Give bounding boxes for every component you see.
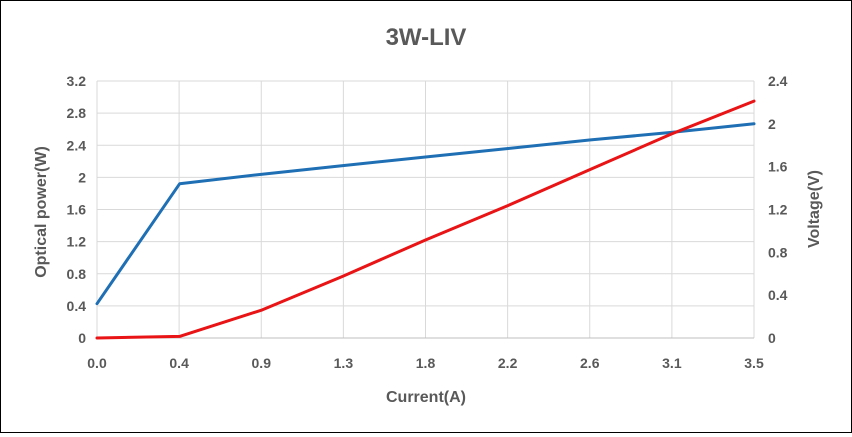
y-tick-label: 1.2 <box>67 234 87 250</box>
y-tick-label: 0.8 <box>67 266 87 282</box>
x-tick-label: 2.2 <box>498 355 518 371</box>
chart-title: 3W-LIV <box>386 24 467 51</box>
y-axis-title: Optical power(W) <box>33 146 50 278</box>
x-tick-label: 0.4 <box>169 355 189 371</box>
y-tick-label: 0 <box>78 330 86 346</box>
y2-tick-label: 2.4 <box>768 73 788 89</box>
x-axis-tick-labels: 0.0 0.4 0.9 1.3 1.8 2.2 2.6 3.1 3.5 <box>87 355 764 371</box>
gridlines <box>96 80 755 339</box>
x-tick-label: 1.3 <box>334 355 354 371</box>
x-tick-label: 3.5 <box>744 355 764 371</box>
y-tick-label: 2.4 <box>67 137 87 153</box>
y2-tick-label: 1.2 <box>768 202 788 218</box>
x-tick-label: 2.6 <box>580 355 600 371</box>
y2-tick-label: 0.4 <box>768 287 788 303</box>
x-tick-label: 0.9 <box>252 355 272 371</box>
x-tick-label: 0.0 <box>87 355 107 371</box>
optical-power-series-line <box>95 99 756 340</box>
x-axis-title: Current(A) <box>386 389 466 406</box>
x-tick-label: 1.8 <box>416 355 436 371</box>
y2-axis-tick-labels: 0 0.4 0.8 1.2 1.6 2 2.4 <box>768 73 788 346</box>
y2-tick-label: 2 <box>768 116 776 132</box>
y-tick-label: 0.4 <box>67 298 87 314</box>
y-tick-label: 2.8 <box>67 105 87 121</box>
series-lines <box>95 99 756 340</box>
voltage-series-line <box>95 122 756 306</box>
y-tick-label: 1.6 <box>67 202 87 218</box>
y2-axis-title: Voltage(V) <box>806 170 823 248</box>
x-tick-label: 3.1 <box>662 355 682 371</box>
y-axis-tick-labels: 0 0.4 0.8 1.2 1.6 2 2.4 2.8 3.2 <box>67 73 87 346</box>
y2-tick-label: 0 <box>768 330 776 346</box>
y-tick-label: 2 <box>78 169 86 185</box>
y-tick-label: 3.2 <box>67 73 87 89</box>
y2-tick-label: 1.6 <box>768 159 788 175</box>
y2-tick-label: 0.8 <box>768 244 788 260</box>
